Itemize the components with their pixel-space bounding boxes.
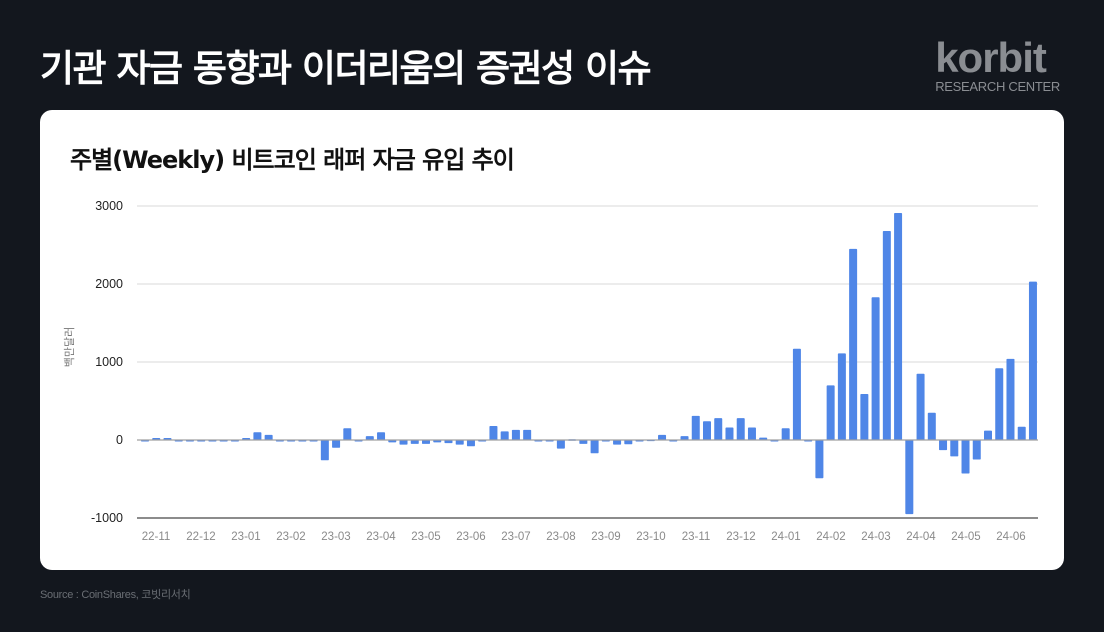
x-tick-label: 23-04	[366, 531, 396, 543]
bar	[939, 440, 948, 451]
bar	[590, 440, 599, 454]
x-tick-label: 24-03	[861, 531, 890, 543]
x-tick-label: 24-04	[906, 531, 936, 543]
bar	[747, 427, 756, 440]
bar	[511, 429, 520, 440]
bar-chart: 3000 2000 1000 0 -1000 백만달러 22-11 22-12 23-01 23-…	[63, 199, 1038, 543]
bar	[455, 440, 464, 445]
bar	[489, 425, 498, 440]
bar	[860, 393, 869, 440]
bar	[905, 440, 914, 515]
bar	[995, 368, 1004, 440]
x-tick-label: 23-11	[682, 531, 711, 543]
bar	[894, 213, 903, 440]
bar	[736, 418, 745, 440]
bar	[927, 412, 936, 440]
x-tick-label: 24-02	[816, 531, 845, 543]
bar	[658, 434, 667, 440]
x-tick-label: 24-01	[771, 531, 800, 543]
bar	[680, 436, 689, 440]
x-tick-label: 24-05	[951, 531, 980, 543]
x-tick-label: 23-05	[411, 531, 440, 543]
x-tick-label: 23-02	[276, 531, 305, 543]
bar	[523, 429, 532, 440]
bar	[837, 353, 846, 440]
bar	[826, 385, 835, 440]
x-tick-label: 23-12	[726, 531, 755, 543]
bar	[343, 428, 352, 440]
bar	[466, 440, 475, 447]
bar	[1017, 426, 1026, 440]
source-note: Source : CoinShares, 코빗리서치	[40, 589, 191, 601]
bar	[984, 430, 992, 440]
bar	[264, 434, 273, 440]
bar	[253, 432, 262, 440]
y-tick-label: 2000	[95, 277, 123, 291]
bar	[399, 440, 408, 445]
bar	[613, 440, 622, 445]
y-tick-label: 1000	[95, 355, 123, 369]
bar	[410, 440, 419, 444]
bar	[815, 440, 824, 479]
bar	[320, 440, 329, 461]
bar	[556, 440, 565, 449]
bar	[365, 436, 374, 440]
korbit-logo: korbit RESEARCH CENTER	[935, 34, 1060, 95]
x-tick-label: 23-01	[231, 531, 260, 543]
x-tick-label: 23-07	[501, 531, 530, 543]
bar	[377, 432, 386, 440]
x-tick-label: 23-03	[321, 531, 350, 543]
logo-wordmark: korbit	[935, 34, 1047, 81]
bar	[849, 248, 858, 440]
y-tick-label: 0	[116, 433, 123, 447]
bar	[871, 297, 880, 440]
x-tick-label: 23-10	[636, 531, 665, 543]
bar	[961, 440, 970, 474]
x-tick-label: 22-12	[186, 531, 215, 543]
bar	[882, 230, 891, 440]
bar	[714, 418, 723, 440]
x-tick-label: 24-06	[996, 531, 1025, 543]
x-tick-label: 23-08	[546, 531, 575, 543]
bar	[332, 440, 341, 448]
chart-title: 주별(Weekly) 비트코인 래퍼 자금 유입 추이	[70, 146, 515, 174]
page-title: 기관 자금 동향과 이더리움의 증권성 이슈	[40, 47, 652, 90]
bar	[1006, 358, 1015, 440]
bar	[500, 431, 509, 440]
y-tick-label: 3000	[95, 199, 123, 213]
bar	[916, 373, 925, 440]
bar	[1028, 281, 1037, 440]
bar	[703, 421, 711, 440]
bar	[781, 428, 790, 440]
bar	[972, 440, 981, 460]
bar	[691, 415, 700, 440]
x-tick-label: 22-11	[142, 531, 171, 543]
bar	[792, 348, 801, 440]
logo-subtitle: RESEARCH CENTER	[935, 79, 1060, 94]
bar	[579, 440, 588, 444]
bar	[422, 440, 430, 444]
bar	[950, 440, 959, 457]
bar	[725, 427, 734, 440]
x-tick-label: 23-09	[591, 531, 620, 543]
chart-card: 주별(Weekly) 비트코인 래퍼 자금 유입 추이 3000 2000 1000…	[40, 110, 1064, 570]
bar	[624, 440, 633, 445]
bar	[444, 440, 453, 444]
x-tick-label: 23-06	[456, 531, 485, 543]
y-axis-label: 백만달러	[63, 327, 76, 367]
y-tick-label: -1000	[91, 511, 123, 525]
